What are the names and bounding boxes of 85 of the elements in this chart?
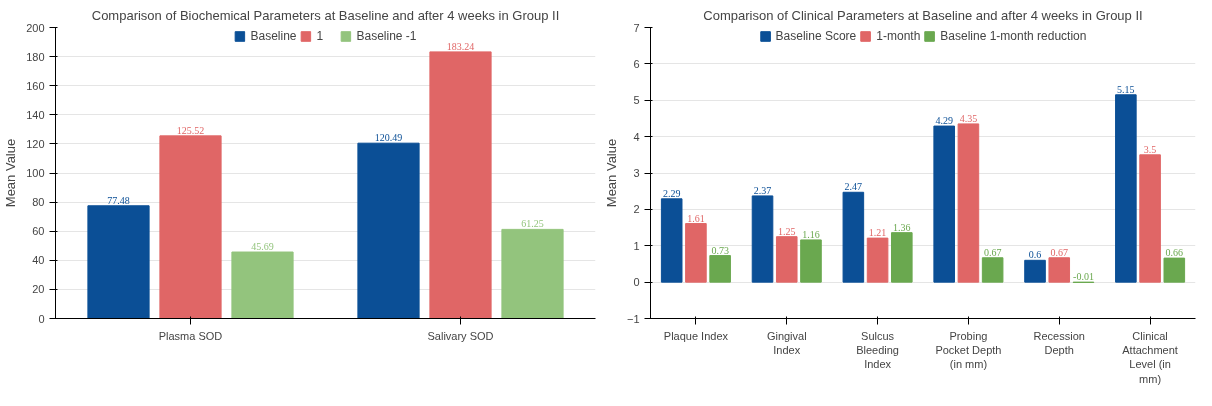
y-tick-label: −1 xyxy=(626,312,640,325)
data-label: 1.25 xyxy=(778,225,796,237)
legend-label: 1 xyxy=(316,29,325,43)
y-tick-label: 7 xyxy=(633,21,640,34)
bar xyxy=(87,205,150,319)
data-label: 120.49 xyxy=(374,132,403,144)
legend-label: Baseline Score xyxy=(775,29,857,43)
y-tick-label: 5 xyxy=(633,94,640,107)
data-label: 3.5 xyxy=(1143,143,1157,155)
y-tick-label: 20 xyxy=(32,283,45,296)
bar xyxy=(357,142,420,319)
chart-title: Comparison of Clinical Parameters at Baseline and after 4 weeks in Group II xyxy=(703,7,1143,23)
y-tick-label: 1 xyxy=(633,239,640,252)
bar xyxy=(751,195,774,283)
legend-label: Baseline -1 xyxy=(356,29,417,43)
x-tick-label: Clinical Attachment Level (in mm) xyxy=(1122,329,1178,385)
y-tick-label: 160 xyxy=(26,79,45,92)
data-label: 1.21 xyxy=(868,227,887,239)
bar xyxy=(866,237,889,283)
data-label: 0.6 xyxy=(1028,249,1042,261)
legend-label: 1-month xyxy=(876,29,921,43)
bar xyxy=(933,125,955,283)
data-label: 1.36 xyxy=(893,221,911,233)
data-label: 183.24 xyxy=(446,40,475,52)
y-tick-label: 4 xyxy=(633,130,640,143)
y-tick-label: 3 xyxy=(633,167,640,179)
bar xyxy=(775,236,798,283)
y-tick-label: 2 xyxy=(633,203,640,216)
x-tick-label: Probing Pocket Depth (in mm) xyxy=(935,329,1002,371)
y-tick-label: 0 xyxy=(633,276,640,289)
y-axis-title: Mean Value xyxy=(603,138,619,208)
data-label: 0.67 xyxy=(983,246,1002,258)
y-tick-label: 180 xyxy=(26,50,45,63)
data-label: 125.52 xyxy=(176,124,205,136)
bar xyxy=(981,257,1004,283)
y-tick-label: 120 xyxy=(26,137,45,150)
data-label: 5.15 xyxy=(1117,83,1135,95)
bar xyxy=(1024,259,1046,283)
bar xyxy=(800,239,822,283)
bar xyxy=(501,228,564,319)
legend-label: Baseline 1-month reduction xyxy=(940,29,1087,43)
bar xyxy=(660,198,683,283)
y-tick-label: 40 xyxy=(32,254,45,267)
x-tick-label: Plaque Index xyxy=(663,329,729,342)
x-tick-label: Salivary SOD xyxy=(427,329,494,342)
bar xyxy=(891,232,913,283)
y-tick-label: 0 xyxy=(38,312,45,325)
bar xyxy=(709,255,731,283)
bar xyxy=(429,51,492,319)
data-label: 2.47 xyxy=(844,181,863,193)
x-tick-label: Gingival Index xyxy=(766,329,807,356)
data-label: 61.25 xyxy=(521,218,544,230)
y-tick-label: 140 xyxy=(26,108,45,121)
data-label: 0.67 xyxy=(1050,246,1068,258)
data-label: 0.73 xyxy=(711,244,729,256)
bar xyxy=(685,223,707,283)
data-label: 4.35 xyxy=(959,112,978,124)
legend-label: Baseline xyxy=(250,29,297,43)
bar xyxy=(1048,257,1071,283)
data-label: 1.16 xyxy=(802,228,820,240)
data-label: 4.29 xyxy=(935,115,953,127)
data-label: 45.69 xyxy=(251,241,274,253)
data-label: 0.66 xyxy=(1165,247,1184,259)
bar xyxy=(1163,257,1186,283)
bar xyxy=(1115,94,1137,283)
bar xyxy=(842,191,865,283)
data-label: 1.61 xyxy=(687,212,705,224)
data-label: -0.01 xyxy=(1073,271,1094,283)
data-label: 77.48 xyxy=(107,194,130,206)
x-tick-label: Recession Depth xyxy=(1033,329,1085,356)
x-tick-label: Plasma SOD xyxy=(158,329,223,342)
bar xyxy=(231,251,294,319)
y-tick-label: 200 xyxy=(26,21,45,34)
y-tick-label: 80 xyxy=(32,196,45,209)
bar xyxy=(1139,154,1161,283)
chart-title: Comparison of Biochemical Parameters at Baseline and after 4 weeks in Group II xyxy=(91,7,560,23)
x-tick-label: Sulcus Bleeding Index xyxy=(856,329,900,371)
bar xyxy=(159,135,222,319)
data-label: 2.29 xyxy=(662,187,681,199)
bar xyxy=(957,123,980,283)
data-label: 2.37 xyxy=(753,184,772,196)
y-tick-label: 100 xyxy=(26,167,45,179)
y-tick-label: 6 xyxy=(633,57,640,70)
y-axis-title: Mean Value xyxy=(3,138,19,208)
y-tick-label: 60 xyxy=(32,225,45,238)
